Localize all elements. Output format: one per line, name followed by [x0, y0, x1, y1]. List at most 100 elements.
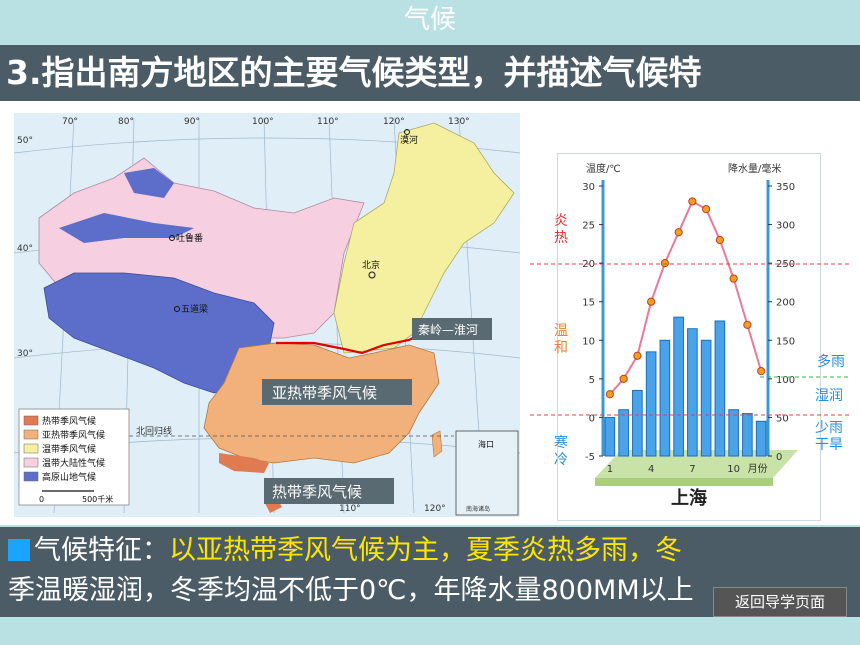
climate-feature-text: 气候特征：以亚热带季风气候为主，夏季炎热多雨，冬 季温暖湿润，冬季均温不低于0℃…	[8, 531, 853, 611]
lon-label-110-bottom: 110°	[339, 504, 361, 514]
temp-tick-label: 0	[589, 413, 595, 424]
legend-label: 高原山地气候	[42, 471, 96, 483]
qinling-huaihe-line	[276, 334, 420, 355]
temperature-point	[702, 205, 711, 214]
precip-bar	[604, 416, 616, 457]
feature-prefix: 气候特征：	[34, 535, 169, 566]
legend-swatch	[23, 429, 39, 440]
temperature-point	[715, 235, 724, 245]
precip-bar	[645, 351, 657, 457]
back-to-guide-button[interactable]: 返回导学页面	[713, 587, 847, 617]
chart-ground-edge	[595, 478, 773, 486]
tropic-label: 北回归线	[136, 425, 172, 437]
annotation-cold: 寒冷	[554, 435, 568, 468]
temperature-point	[605, 390, 614, 399]
legend-swatch	[23, 415, 39, 426]
beijing-marker	[368, 271, 376, 279]
turpan-label: 吐鲁番	[176, 232, 203, 244]
precip-bar	[659, 339, 671, 457]
reference-lines	[530, 263, 850, 416]
tropical-label: 热带季风气候	[272, 483, 362, 501]
precip-tick-label: 150	[776, 336, 795, 347]
feature-text-line2: 季温暖湿润，冬季均温不低于0℃，年降水量800MM以上	[8, 575, 694, 606]
lon-label-120-bottom: 120°	[424, 504, 446, 514]
month-tick-label: 7	[689, 464, 695, 475]
precip-bar	[755, 420, 767, 457]
feature-text-line1: 以亚热带季风气候为主，夏季炎热多雨，冬	[169, 535, 682, 566]
temperature-point	[619, 374, 628, 383]
temp-tick-label: 15	[582, 298, 595, 309]
precip-bar	[673, 316, 684, 457]
temp-axis-title: 温度/℃	[586, 162, 621, 175]
annotation-warm: 温和	[554, 323, 568, 356]
lon-label-80: 80°	[118, 117, 134, 127]
annotation-hot: 炎热	[554, 213, 568, 246]
precip-tick-label: 300	[776, 221, 795, 232]
question-banner: 3.指出南方地区的主要气候类型，并描述气候特	[0, 45, 860, 101]
region-plateau-north	[124, 168, 174, 198]
turpan-marker	[169, 235, 175, 241]
south-china-sea-inset	[455, 430, 519, 516]
temp-tick-label: 5	[589, 375, 595, 386]
temperature-point	[743, 320, 752, 329]
precip-bar	[742, 413, 753, 457]
precip-bar	[687, 328, 698, 457]
slide-top-title: 气候	[403, 5, 456, 35]
boundary-label-box	[412, 318, 492, 340]
scale-label: 500千米	[82, 494, 113, 504]
precip-tick-label: 250	[776, 259, 795, 270]
precip-tick-label: 50	[776, 413, 789, 424]
region-tropical	[219, 453, 269, 473]
temp-tick-label: -5	[585, 452, 595, 463]
boundary-label: 秦岭—淮河	[418, 323, 478, 337]
legend-label: 亚热带季风气候	[42, 429, 105, 441]
lon-label-110: 110°	[317, 117, 339, 127]
precip-bar	[618, 409, 629, 457]
temperature-point	[729, 274, 738, 283]
nanhai-label: 南海诸岛	[466, 505, 490, 513]
legend-swatch	[23, 457, 39, 468]
annotation-humid: 湿润	[815, 388, 843, 404]
lon-label-130: 130°	[448, 117, 470, 127]
legend-label: 热带季风气候	[42, 415, 96, 427]
temperature-point	[674, 228, 683, 237]
temperature-point	[660, 259, 669, 268]
region-plateau-tianshan	[59, 213, 194, 243]
legend-swatch	[23, 443, 39, 454]
shanghai-climate-chart: 温度/℃ 降水量/毫米302520151050-53503002502001501…	[582, 162, 798, 509]
temperature-point	[688, 197, 697, 206]
month-tick-label: 4	[648, 464, 654, 475]
bullet-square-icon	[8, 539, 30, 561]
chart-ground	[595, 450, 798, 478]
scale-zero: 0	[39, 495, 44, 504]
legend-swatch	[23, 471, 39, 482]
mohe-marker	[404, 129, 410, 135]
month-axis-unit: 月份	[748, 463, 768, 475]
haikou-label: 海口	[478, 439, 494, 449]
precip-tick-label: 100	[776, 375, 795, 386]
temperature-point	[757, 367, 766, 376]
lon-label-100: 100°	[252, 117, 274, 127]
question-text: 3.指出南方地区的主要气候类型，并描述气候特	[6, 53, 702, 92]
legend-label: 温带季风气候	[42, 443, 96, 455]
chart-title: 上海	[671, 487, 707, 509]
subtropical-label-box	[262, 379, 412, 405]
region-tropical-taiwan	[431, 430, 443, 458]
beijing-label: 北京	[362, 259, 380, 271]
month-tick-label: 10	[727, 464, 740, 475]
mohe-label: 漠河	[400, 134, 418, 146]
temperature-line	[609, 200, 763, 395]
temp-tick-label: 30	[582, 182, 595, 193]
lon-label-120: 120°	[383, 117, 405, 127]
wudaoliang-marker	[174, 306, 180, 312]
annotation-dry: 少雨干旱	[815, 420, 843, 453]
precip-tick-label: 200	[776, 298, 795, 309]
precip-tick-label: 350	[776, 182, 795, 193]
precip-bar	[714, 320, 726, 457]
wudaoliang-label: 五道梁	[181, 303, 208, 315]
legend-label: 温带大陆性气候	[42, 457, 105, 469]
precip-bar	[728, 409, 739, 457]
temp-tick-label: 20	[582, 259, 595, 270]
lat-label-40: 40°	[17, 244, 33, 254]
